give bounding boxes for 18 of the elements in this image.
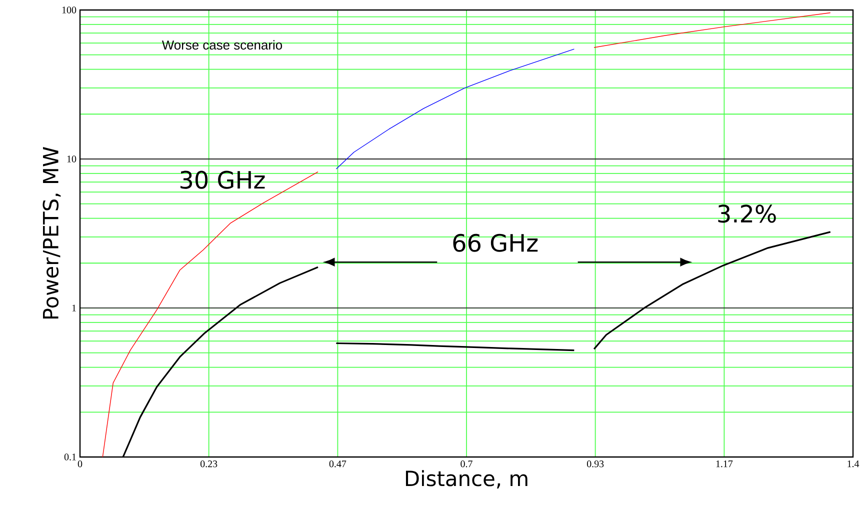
line-series	[594, 12, 831, 48]
x-tick-label: 0.23	[200, 460, 218, 468]
y-tick-label: 100	[62, 6, 76, 14]
y-tick-label: 0.1	[64, 454, 76, 460]
x-tick-label: 0.47	[329, 460, 346, 468]
x-axis-title: Distance, m	[406, 470, 528, 488]
y-axis-title: Power/PETS, MW	[42, 147, 61, 319]
y-tick-label: 10	[67, 156, 76, 162]
x-tick-label: 0	[78, 460, 82, 468]
line-series	[335, 342, 575, 352]
y-tick-label: 1	[72, 304, 76, 312]
line-series	[102, 171, 318, 458]
x-tick-label: 1.17	[716, 460, 733, 468]
x-tick-label: 0.7	[460, 460, 472, 468]
x-tick-label: 1.4	[848, 460, 860, 468]
line-series	[593, 231, 832, 350]
x-tick-label: 0.93	[586, 460, 604, 468]
line-series	[336, 48, 575, 170]
